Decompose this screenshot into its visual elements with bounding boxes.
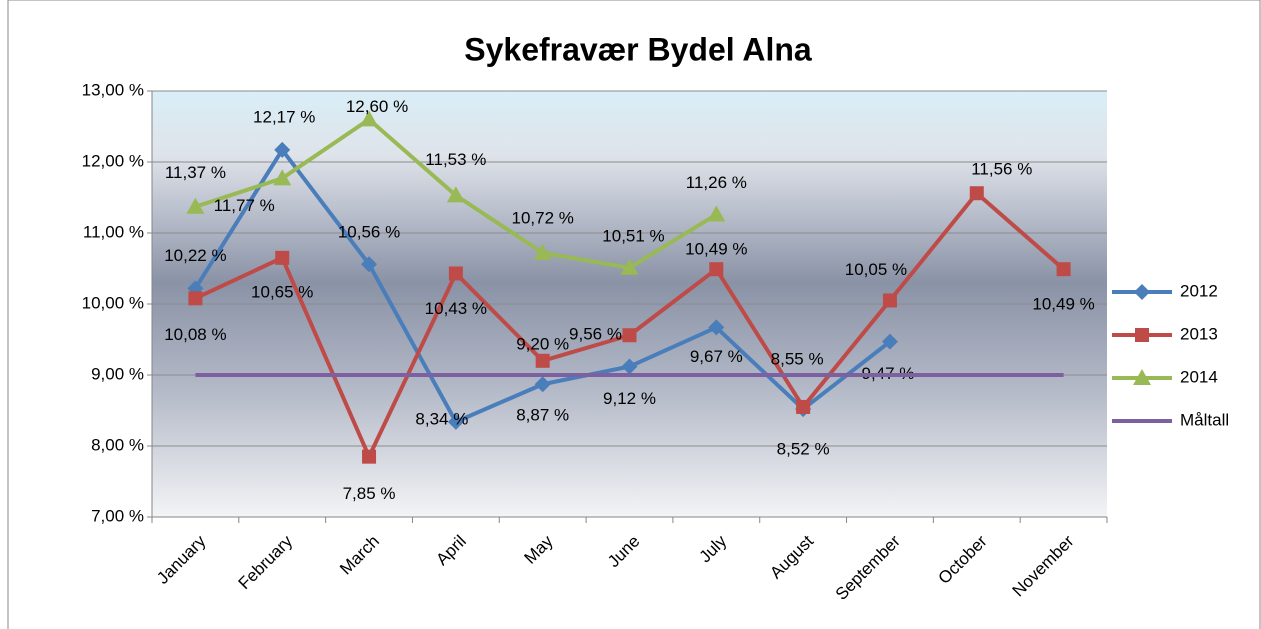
data-label: 8,55 %	[771, 349, 824, 368]
data-label: 12,60 %	[346, 97, 408, 116]
marker	[1056, 262, 1071, 277]
y-tick-label: 9,00 %	[91, 364, 144, 383]
data-label: 10,49 %	[1032, 295, 1094, 314]
marker	[362, 449, 377, 464]
marker	[969, 186, 984, 201]
marker	[882, 293, 897, 308]
data-label: 10,65 %	[251, 282, 313, 301]
y-tick-label: 11,00 %	[83, 222, 144, 241]
marker	[707, 205, 726, 222]
marker	[188, 291, 203, 306]
data-label: 12,17 %	[253, 107, 315, 126]
marker	[446, 186, 465, 203]
data-label: 9,12 %	[603, 389, 656, 408]
legend-label: 2013	[1180, 324, 1218, 343]
marker	[796, 399, 811, 414]
legend-label: 2012	[1180, 281, 1218, 300]
legend-label: 2014	[1180, 367, 1218, 386]
y-tick-label: 8,00 %	[91, 435, 144, 454]
data-label: 8,52 %	[777, 440, 830, 459]
marker	[447, 413, 464, 430]
data-label: 11,53 %	[425, 150, 486, 169]
data-label: 10,51 %	[602, 226, 664, 245]
data-label: 10,72 %	[511, 208, 573, 227]
marker	[534, 376, 551, 393]
data-label: 10,22 %	[164, 246, 226, 265]
data-label: 11,37 %	[165, 163, 226, 182]
data-label: 9,20 %	[516, 334, 569, 353]
marker	[709, 262, 724, 277]
data-label: 9,56 %	[569, 325, 622, 344]
marker	[620, 258, 639, 275]
marker	[533, 243, 552, 260]
marker	[1135, 328, 1149, 342]
data-label: 10,49 %	[685, 240, 747, 259]
marker	[1134, 284, 1150, 300]
marker	[273, 169, 292, 186]
chart-title: Sykefravær Bydel Alna	[464, 31, 812, 67]
marker	[622, 328, 637, 343]
y-tick-label: 13,00 %	[82, 80, 144, 99]
marker	[186, 197, 205, 214]
data-label: 7,85 %	[343, 484, 396, 503]
marker	[448, 266, 463, 281]
marker	[274, 141, 291, 158]
data-label: 8,87 %	[516, 406, 569, 425]
data-label: 11,77 %	[214, 196, 275, 215]
marker	[360, 110, 379, 127]
marker	[881, 333, 898, 350]
y-tick-label: 12,00 %	[82, 151, 144, 170]
marker	[708, 319, 725, 336]
data-label: 10,43 %	[425, 299, 487, 318]
marker	[1133, 369, 1151, 385]
marker	[535, 353, 550, 368]
data-label: 8,34 %	[415, 409, 468, 428]
data-label: 10,56 %	[338, 223, 400, 242]
data-label: 10,08 %	[164, 325, 226, 344]
y-tick-label: 10,00 %	[82, 293, 144, 312]
data-label: 9,67 %	[690, 347, 743, 366]
marker	[361, 256, 378, 273]
data-label: 10,05 %	[845, 260, 907, 279]
data-label: 11,56 %	[971, 160, 1032, 179]
marker	[275, 250, 290, 265]
data-label: 11,26 %	[686, 173, 747, 192]
legend-label: Måltall	[1180, 410, 1229, 429]
marker	[621, 358, 638, 375]
y-tick-label: 7,00 %	[91, 506, 144, 525]
